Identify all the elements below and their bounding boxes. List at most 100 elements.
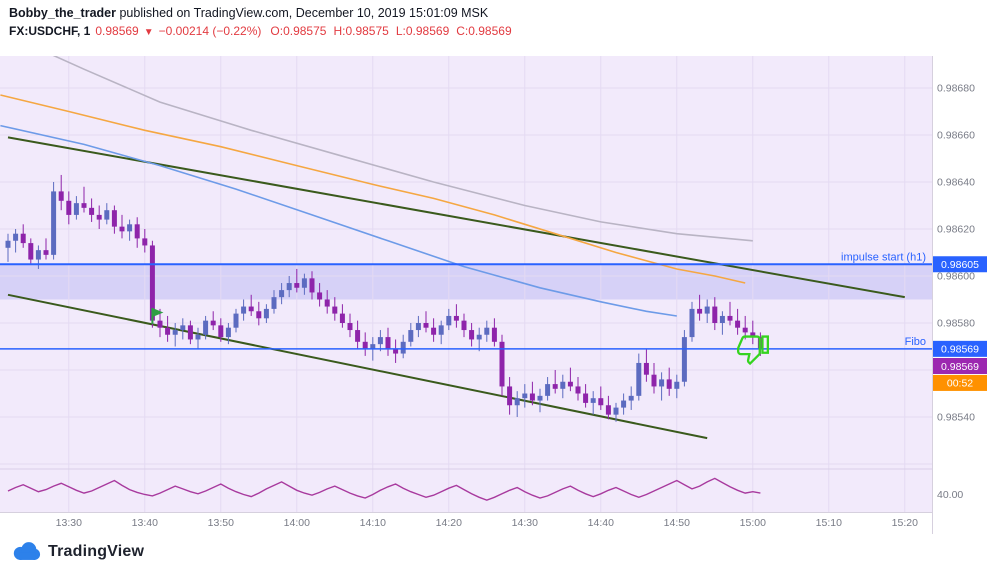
candle-body	[651, 374, 657, 387]
candle-body	[727, 315, 733, 321]
candle-body	[294, 283, 300, 288]
candle-body	[529, 393, 535, 401]
candle-body	[104, 210, 110, 220]
candle-body	[149, 245, 155, 321]
candle-body	[119, 226, 125, 232]
candle-body	[355, 330, 361, 342]
candle-body	[659, 379, 665, 387]
candle-body	[605, 405, 611, 415]
candle-body	[643, 362, 649, 375]
ma-blue	[0, 124, 677, 317]
tradingview-cloud-icon[interactable]	[11, 541, 41, 562]
candle-body	[35, 250, 41, 260]
candle-body	[393, 348, 399, 354]
price-badge-text: 0.98569	[941, 344, 979, 356]
time-axis-label: 15:00	[740, 517, 766, 529]
price-axis-label: 0.98540	[937, 412, 975, 424]
time-axis-label: 14:10	[360, 517, 386, 529]
price-axis-label: 0.98620	[937, 224, 975, 236]
time-axis-label: 14:20	[436, 517, 462, 529]
ohlc-values: O:0.98575 H:0.98575 L:0.98569 C:0.98569	[270, 24, 511, 38]
candle-body	[491, 327, 497, 342]
candle-body	[203, 320, 209, 335]
brand-name[interactable]: TradingView	[48, 542, 145, 560]
candle-body	[165, 327, 171, 335]
candle-body	[5, 240, 11, 248]
lower-channel-line[interactable]	[7, 293, 708, 440]
thumbs-down-marker[interactable]	[737, 335, 769, 366]
candle-body	[111, 210, 117, 227]
time-axis-label: 15:10	[816, 517, 842, 529]
candle-body	[279, 290, 285, 298]
candle-body	[469, 330, 475, 340]
candle-body	[408, 330, 414, 342]
candle-body	[583, 393, 589, 403]
snapshot-footer: TradingView	[0, 534, 988, 569]
time-axis-label: 14:00	[284, 517, 310, 529]
candle-body	[96, 214, 102, 220]
candle-body	[499, 341, 505, 387]
candle-body	[377, 337, 383, 345]
candle-body	[674, 381, 680, 389]
candle-body	[681, 337, 687, 382]
author-link[interactable]: Bobby_the_trader	[9, 6, 116, 20]
time-axis-label: 13:50	[208, 517, 234, 529]
open-value: O:0.98575	[270, 24, 327, 38]
candle-body	[567, 381, 573, 387]
candle-body	[66, 200, 72, 215]
candle-body	[507, 386, 513, 406]
candle-body	[362, 341, 368, 349]
candle-body	[210, 320, 216, 326]
candle-body	[735, 320, 741, 328]
candle-body	[51, 191, 57, 255]
candle-body	[73, 203, 79, 215]
candle-body	[522, 393, 528, 399]
time-axis-label: 13:30	[56, 517, 82, 529]
candle-body	[446, 315, 452, 326]
candle-body	[309, 278, 315, 293]
candle-body	[666, 379, 672, 389]
candle-body	[134, 224, 140, 239]
oscillator-line	[7, 477, 761, 501]
low-value: L:0.98569	[395, 24, 450, 38]
candle-body	[286, 283, 292, 291]
candle-body	[172, 330, 178, 335]
price-badge-text: 0.98605	[941, 259, 979, 271]
candle-body	[218, 325, 224, 338]
candle-body	[225, 327, 231, 338]
close-value: C:0.98569	[456, 24, 512, 38]
candle-body	[560, 381, 566, 389]
candle-body	[742, 327, 748, 333]
candle-body	[233, 313, 239, 328]
chart-canvas[interactable]: impulse start (h1) Fibo 0.98680 0.98660 0.98…	[0, 56, 988, 534]
indicator-axis-label: 40.00	[937, 489, 963, 501]
symbol-interval-link[interactable]: FX:USDCHF, 1	[9, 24, 91, 38]
candle-body	[81, 203, 87, 208]
price-line-label: Fibo	[905, 336, 926, 348]
green-flag-marker[interactable]	[151, 307, 164, 324]
price-badge-text: 00:52	[947, 378, 973, 390]
candle-body	[545, 384, 551, 396]
candle-body	[613, 407, 619, 415]
symbol-line: FX:USDCHF, 1 0.98569 ▼ −0.00214 (−0.22%)…	[9, 24, 512, 38]
candle-body	[423, 323, 429, 328]
candle-body	[514, 398, 520, 406]
candle-body	[263, 308, 269, 319]
price-badge-text: 0.98569	[941, 361, 979, 373]
candle-body	[476, 334, 482, 340]
price-axis-label: 0.98640	[937, 177, 975, 189]
candle-body	[636, 362, 642, 396]
upper-channel-line[interactable]	[7, 136, 905, 299]
price-badge	[933, 374, 987, 391]
candle-body	[180, 325, 186, 331]
candle-body	[697, 308, 703, 314]
candle-body	[590, 398, 596, 403]
price-badge	[933, 340, 987, 357]
price-line-label: impulse start (h1)	[841, 251, 926, 263]
price-axis[interactable]	[932, 56, 988, 534]
candle-body	[537, 395, 543, 401]
time-axis[interactable]	[0, 512, 988, 534]
candle-body	[248, 306, 254, 312]
candle-body	[621, 400, 627, 408]
